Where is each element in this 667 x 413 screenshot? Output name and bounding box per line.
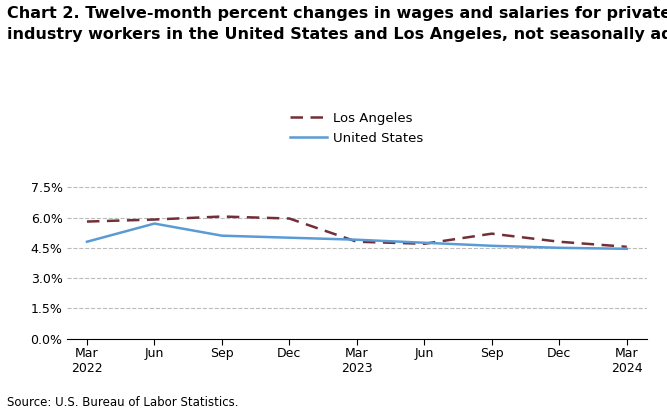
Los Angeles: [488, 231, 496, 236]
Line: Los Angeles: Los Angeles: [87, 216, 627, 247]
Text: industry workers in the United States and Los Angeles, not seasonally adjusted: industry workers in the United States an…: [7, 27, 667, 42]
United States: [218, 233, 226, 238]
Los Angeles: [420, 241, 428, 246]
United States: [151, 221, 159, 226]
Los Angeles: [353, 239, 361, 244]
Los Angeles: [623, 244, 631, 249]
United States: [555, 245, 563, 250]
Los Angeles: [83, 219, 91, 224]
United States: [353, 237, 361, 242]
United States: [488, 243, 496, 248]
Text: Chart 2. Twelve-month percent changes in wages and salaries for private: Chart 2. Twelve-month percent changes in…: [7, 6, 667, 21]
Los Angeles: [555, 239, 563, 244]
Los Angeles: [151, 217, 159, 222]
United States: [285, 235, 293, 240]
Legend: Los Angeles, United States: Los Angeles, United States: [285, 106, 429, 150]
United States: [420, 240, 428, 245]
Los Angeles: [285, 216, 293, 221]
Line: United States: United States: [87, 223, 627, 249]
Text: Source: U.S. Bureau of Labor Statistics.: Source: U.S. Bureau of Labor Statistics.: [7, 396, 238, 409]
United States: [83, 239, 91, 244]
Los Angeles: [218, 214, 226, 219]
United States: [623, 246, 631, 251]
